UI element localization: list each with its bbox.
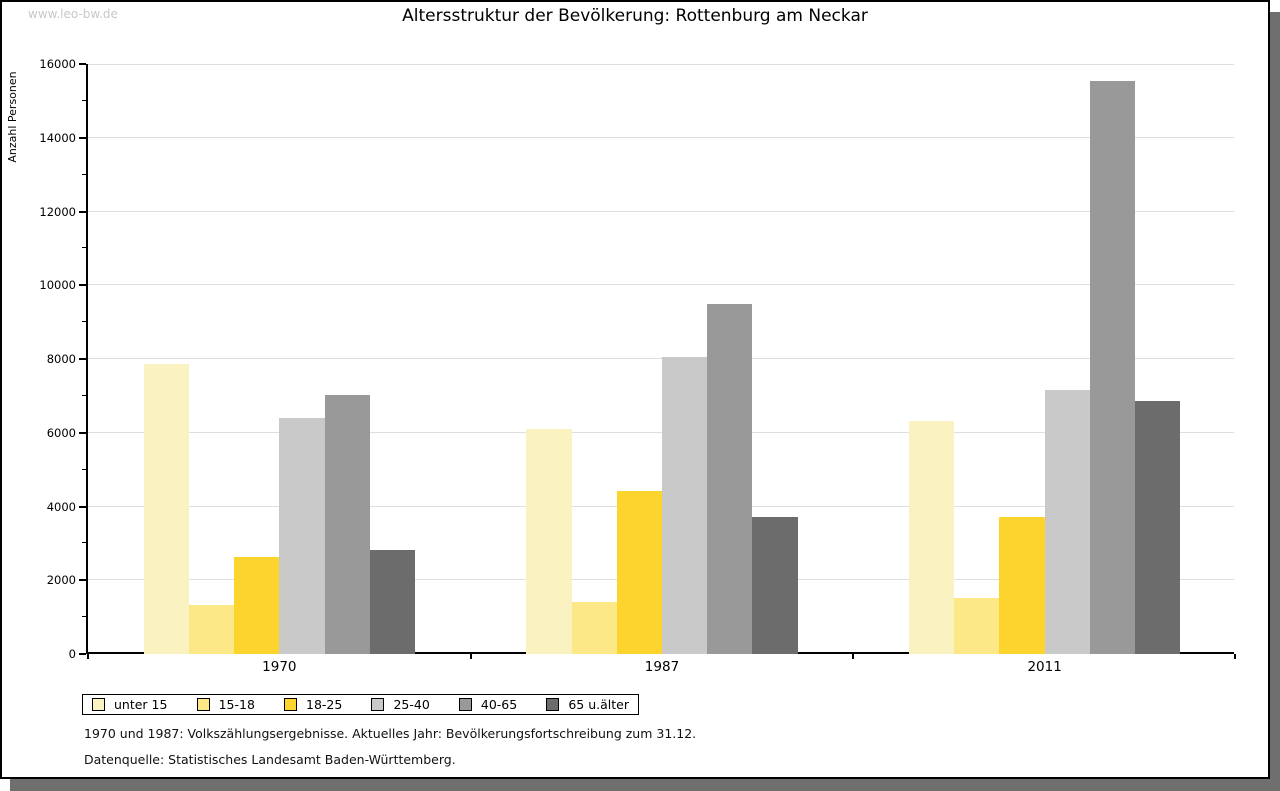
y-tick-minor bbox=[82, 468, 86, 470]
bar-1987-40-65 bbox=[707, 304, 753, 654]
gridline bbox=[88, 136, 1234, 138]
y-tick-major bbox=[79, 431, 86, 434]
y-axis-label: Anzahl Personen bbox=[6, 71, 19, 163]
legend-swatch-icon bbox=[371, 698, 385, 711]
bar-2011-65-u.älter bbox=[1135, 400, 1181, 654]
y-tick-label: 0 bbox=[68, 647, 76, 661]
x-category-label: 1987 bbox=[644, 659, 680, 675]
y-tick-major bbox=[79, 210, 86, 213]
legend-swatch-icon bbox=[284, 698, 298, 711]
x-tick bbox=[852, 654, 855, 659]
y-tick-minor bbox=[82, 394, 86, 396]
bar-1970-25-40 bbox=[279, 418, 325, 654]
y-tick-label: 14000 bbox=[39, 130, 76, 145]
y-tick-label: 6000 bbox=[46, 425, 76, 440]
legend-swatch-icon bbox=[458, 698, 472, 711]
bar-2011-18-25 bbox=[999, 516, 1045, 654]
legend-item: 18-25 bbox=[284, 697, 342, 712]
legend-label: 65 u.älter bbox=[568, 697, 629, 712]
gridline bbox=[88, 284, 1234, 286]
legend-item: 15-18 bbox=[196, 697, 255, 712]
bar-1987-65-u.älter bbox=[752, 517, 798, 654]
legend-label: unter 15 bbox=[114, 697, 168, 712]
y-tick-minor bbox=[82, 99, 86, 101]
x-tick bbox=[87, 654, 89, 659]
bar-1987-25-40 bbox=[662, 356, 708, 654]
bar-1970-40-65 bbox=[324, 394, 370, 654]
chart-title: Altersstruktur der Bevölkerung: Rottenbu… bbox=[402, 6, 868, 26]
legend-label: 40-65 bbox=[480, 697, 518, 712]
bar-1987-15-18 bbox=[571, 602, 617, 654]
legend-item: unter 15 bbox=[92, 697, 167, 712]
y-tick-label: 8000 bbox=[46, 352, 76, 366]
legend-swatch-icon bbox=[196, 698, 210, 711]
y-tick-label: 16000 bbox=[39, 57, 76, 71]
bar-1970-unter-15 bbox=[143, 364, 189, 654]
y-tick-label: 2000 bbox=[46, 573, 76, 588]
bar-1970-15-18 bbox=[188, 604, 235, 654]
legend-item: 40-65 bbox=[458, 697, 518, 712]
y-tick-major bbox=[79, 136, 86, 139]
gridline bbox=[88, 64, 1234, 65]
legend-label: 15-18 bbox=[218, 697, 255, 712]
y-tick-label: 4000 bbox=[46, 499, 76, 514]
bar-2011-15-18 bbox=[954, 597, 1000, 654]
x-tick bbox=[469, 654, 472, 659]
x-category-label: 2011 bbox=[1027, 659, 1062, 675]
legend-label: 25-40 bbox=[393, 697, 430, 712]
legend-item: 25-40 bbox=[371, 697, 430, 712]
y-tick-minor bbox=[82, 542, 86, 544]
x-category-label: 1970 bbox=[262, 659, 297, 675]
bar-1987-18-25 bbox=[616, 491, 662, 654]
y-tick-minor bbox=[82, 321, 86, 323]
y-tick-label: 10000 bbox=[39, 278, 76, 293]
gridline bbox=[88, 210, 1234, 212]
bar-2011-40-65 bbox=[1089, 80, 1136, 654]
bar-2011-25-40 bbox=[1044, 389, 1090, 654]
y-tick-major bbox=[79, 284, 86, 287]
y-tick-label: 12000 bbox=[39, 204, 76, 219]
y-tick-minor bbox=[82, 173, 86, 175]
legend-label: 18-25 bbox=[306, 697, 343, 712]
gridline bbox=[88, 431, 1234, 433]
y-tick-major bbox=[79, 579, 86, 582]
bar-1970-18-25 bbox=[234, 557, 280, 654]
legend-swatch-icon bbox=[92, 698, 105, 711]
chart-panel: www.leo-bw.de Altersstruktur der Bevölke… bbox=[0, 0, 1270, 779]
y-tick-major bbox=[79, 63, 86, 65]
bar-1970-65-u.älter bbox=[369, 550, 415, 654]
legend: unter 15 15-18 18-25 25-40 40-65 65 u.älter bbox=[82, 694, 639, 715]
y-tick-major bbox=[79, 358, 86, 360]
footnote-source-note: 1970 und 1987: Volkszählungsergebnisse. … bbox=[84, 726, 697, 741]
bar-1987-unter-15 bbox=[526, 428, 572, 654]
legend-swatch-icon bbox=[546, 698, 560, 711]
y-tick-major bbox=[79, 653, 86, 655]
y-tick-minor bbox=[82, 616, 86, 618]
legend-item: 65 u.älter bbox=[546, 697, 629, 712]
plot-area: 0 2000 4000 6000 8000 10000 12000 14000 16000 197… bbox=[39, 57, 1236, 675]
x-tick bbox=[1234, 654, 1236, 659]
y-tick-minor bbox=[82, 247, 86, 249]
y-tick-major bbox=[79, 505, 86, 508]
footnote-data-source: Datenquelle: Statistisches Landesamt Bad… bbox=[84, 752, 456, 767]
bar-2011-unter-15 bbox=[909, 421, 955, 654]
gridline bbox=[88, 358, 1234, 359]
watermark: www.leo-bw.de bbox=[28, 7, 118, 21]
